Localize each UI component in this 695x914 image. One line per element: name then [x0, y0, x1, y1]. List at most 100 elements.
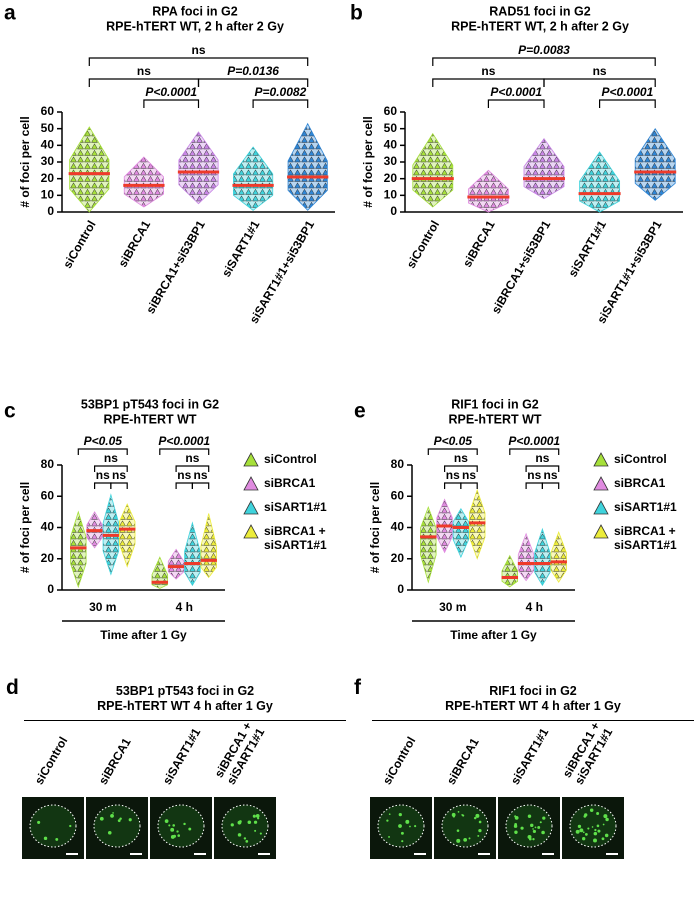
focus	[463, 837, 468, 842]
y-axis-label: # of foci per cell	[361, 116, 375, 207]
focus	[594, 828, 597, 832]
significance-bracket	[432, 57, 656, 66]
significance-bracket	[525, 465, 560, 472]
y-tick-label: 0	[390, 204, 397, 218]
focus	[596, 824, 600, 828]
focus	[398, 813, 402, 817]
focus	[475, 813, 480, 818]
foci-swarm	[420, 506, 437, 584]
significance-label: P<0.05	[434, 434, 473, 448]
focus	[596, 812, 600, 815]
y-tick-label: 60	[41, 488, 55, 502]
focus	[589, 808, 594, 812]
legend-triangle	[593, 476, 609, 491]
y-tick-label: 10	[384, 188, 398, 202]
focus	[388, 813, 391, 816]
significance-label: ns	[454, 451, 468, 465]
foci-swarm	[501, 554, 519, 588]
focus	[388, 835, 390, 838]
y-tick-label: 40	[41, 138, 55, 152]
significance-bracket	[159, 448, 210, 455]
y-tick-label: 30	[41, 154, 55, 168]
image-label: siBRCA1 + siSART1#1	[211, 719, 268, 787]
focus	[584, 813, 588, 817]
legend-item: siControl	[593, 452, 694, 467]
focus	[601, 837, 605, 841]
significance-label: P<0.0001	[158, 434, 210, 448]
x-tick-label: siBRCA1	[460, 218, 498, 270]
significance-label: ns	[194, 468, 208, 482]
significance-bracket	[143, 99, 200, 108]
significance-bracket	[444, 482, 462, 489]
focus	[579, 828, 584, 833]
significance-label: ns	[96, 468, 110, 482]
focus	[386, 819, 389, 822]
focus	[530, 823, 534, 828]
legend-label: siBRCA1 + siSART1#1	[264, 524, 327, 552]
image-label: siBRCA1	[443, 735, 482, 787]
focus	[514, 815, 517, 818]
significance-bracket	[444, 465, 478, 472]
focus	[456, 829, 460, 832]
micrograph-svg	[93, 804, 142, 855]
micrograph	[214, 797, 276, 859]
y-axis-label: # of foci per cell	[18, 116, 32, 207]
panel-title: 53BP1 pT543 foci in G2	[115, 684, 255, 698]
significance-label: P<0.0001	[490, 85, 542, 99]
focus	[117, 819, 121, 823]
significance-bracket	[77, 448, 128, 455]
chart-subtitle: RPE-hTERT WT, 2 h after 2 Gy	[451, 19, 629, 33]
significance-label: ns	[112, 468, 126, 482]
x-tick-label: siControl	[60, 218, 98, 271]
micrograph	[562, 797, 624, 859]
legend-triangle	[593, 452, 609, 467]
x-tick-label: siBRCA1+si53BP1	[143, 218, 208, 316]
focus	[55, 837, 59, 841]
micrograph-svg	[221, 804, 270, 855]
foci-swarm	[233, 146, 274, 211]
y-tick-label: 80	[41, 457, 55, 471]
focus	[575, 829, 580, 834]
focus	[110, 813, 114, 818]
legend-swatch	[593, 452, 609, 467]
focus	[451, 812, 456, 817]
significance-bracket	[88, 57, 309, 66]
significance-label: P<0.0001	[145, 85, 197, 99]
focus	[473, 816, 477, 820]
significance-bracket	[427, 448, 478, 455]
y-axis-label: # of foci per cell	[18, 482, 32, 573]
title-rule	[372, 720, 694, 721]
focus	[591, 826, 594, 828]
focus	[539, 821, 542, 824]
x-axis-label: Time after 1 Gy	[100, 628, 187, 642]
foci-swarm	[517, 532, 535, 582]
significance-bracket	[541, 482, 560, 489]
y-axis-label: # of foci per cell	[368, 482, 382, 573]
foci-swarm	[70, 510, 87, 589]
x-tick-label: siBRCA1+si53BP1	[489, 218, 554, 316]
significance-label: ns	[593, 64, 607, 78]
micrograph-svg	[441, 804, 490, 855]
panel-letter: d	[6, 676, 19, 699]
image-label: siBRCA1	[95, 735, 134, 787]
panel-letter: b	[350, 2, 363, 25]
significance-label: ns	[481, 64, 495, 78]
focus	[577, 824, 582, 829]
focus	[584, 833, 588, 836]
significance-bracket	[110, 482, 128, 489]
foci-swarm	[118, 503, 136, 568]
chart-subtitle: RPE-hTERT WT	[448, 412, 541, 426]
focus	[69, 824, 72, 828]
x-axis-label: Time after 1 Gy	[450, 628, 537, 642]
legend-swatch	[243, 476, 259, 491]
x-tick-label: siControl	[404, 218, 442, 271]
y-tick-label: 0	[47, 582, 54, 596]
legend-triangle	[243, 452, 259, 467]
legend-item: siSART1#1	[243, 500, 344, 515]
image-label: siSART1#1	[159, 725, 204, 787]
micrograph-svg	[569, 804, 618, 855]
y-tick-label: 0	[397, 582, 404, 596]
focus	[537, 825, 541, 829]
legend-item: siSART1#1	[593, 500, 694, 515]
